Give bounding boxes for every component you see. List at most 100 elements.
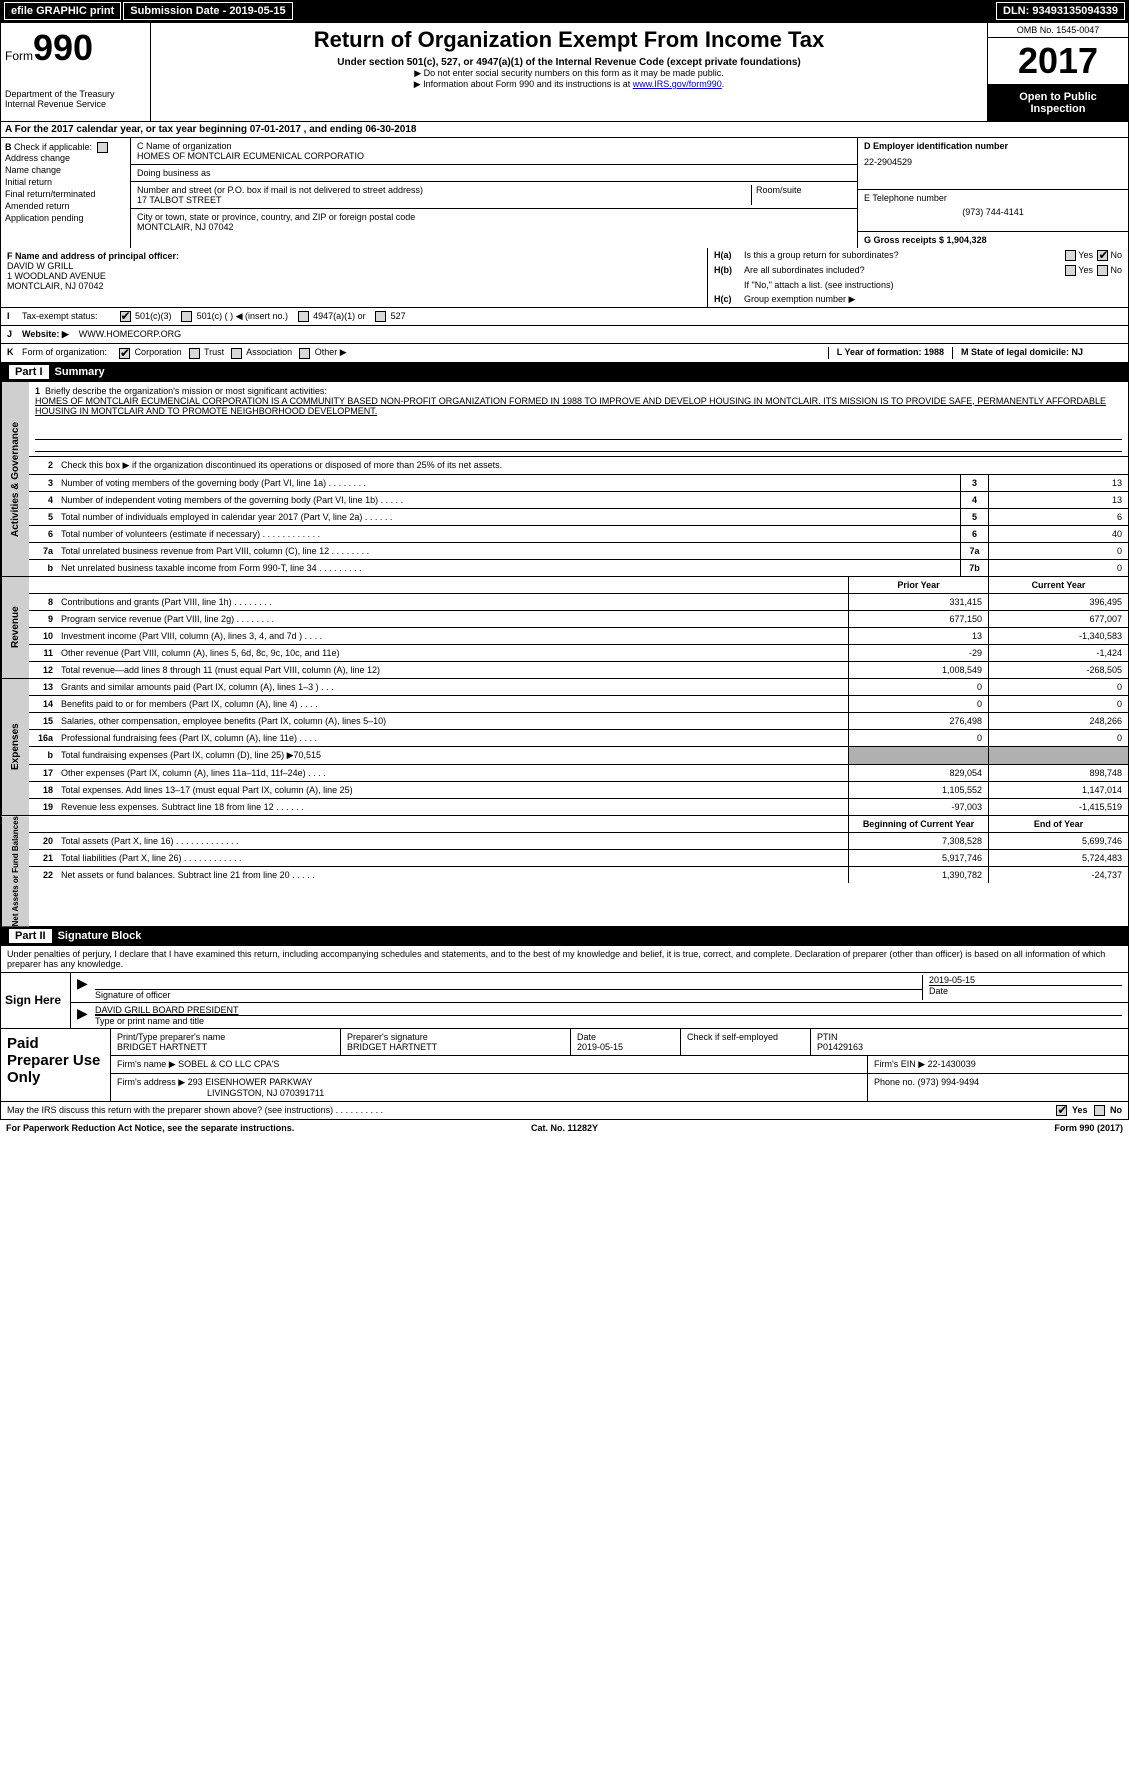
officer-name: DAVID W GRILL: [7, 261, 701, 271]
officer-title-label: Type or print name and title: [95, 1015, 1122, 1026]
ein-label: D Employer identification number: [864, 141, 1122, 151]
officer-addr2: MONTCLAIR, NJ 07042: [7, 281, 701, 291]
hc-text: Group exemption number ▶: [744, 294, 1122, 305]
cb-501c[interactable]: [181, 311, 192, 322]
prior-year-hdr: Prior Year: [848, 577, 988, 593]
firm-ein: 22-1430039: [928, 1059, 976, 1069]
cb-corp[interactable]: [119, 348, 130, 359]
col-b-checkboxes: B Check if applicable: Address change Na…: [1, 138, 131, 248]
form-title: Return of Organization Exempt From Incom…: [155, 27, 983, 53]
org-name: HOMES OF MONTCLAIR ECUMENICAL CORPORATIO: [137, 151, 851, 161]
officer-printed-name: DAVID GRILL BOARD PRESIDENT: [95, 1005, 1122, 1015]
k-label: K: [7, 347, 22, 358]
summary-row: 10Investment income (Part VIII, column (…: [29, 628, 1128, 645]
opt-501c3: 501(c)(3): [135, 311, 172, 321]
cb-amended[interactable]: Amended return: [5, 201, 126, 211]
gross-label: G Gross receipts $ 1,904,328: [864, 235, 1122, 245]
firm-addr-label: Firm's address ▶: [117, 1077, 185, 1087]
section-fgh: F Name and address of principal officer:…: [0, 248, 1129, 308]
row-i-tax-status: I Tax-exempt status: 501(c)(3) 501(c) ( …: [0, 308, 1129, 326]
cb-501c3[interactable]: [120, 311, 131, 322]
opt-other: Other ▶: [315, 347, 347, 357]
sig-date-label: Date: [929, 985, 1122, 996]
ha-label: H(a): [714, 250, 744, 261]
firm-name-row: Firm's name ▶ SOBEL & CO LLC CPA'S Firm'…: [111, 1056, 1128, 1074]
col-headers-row: Prior Year Current Year: [29, 577, 1128, 594]
dba-label: Doing business as: [137, 168, 851, 178]
part-ii-num: Part II: [9, 929, 52, 943]
open-line1: Open to Public: [994, 91, 1122, 103]
ha-no-cb[interactable]: [1097, 250, 1108, 261]
col-d-ein-phone: D Employer identification number 22-2904…: [858, 138, 1128, 248]
discuss-yes-cb[interactable]: [1056, 1105, 1067, 1116]
row-j-website: J Website: ▶ WWW.HOMECORP.ORG: [0, 326, 1129, 344]
org-name-cell: C Name of organization HOMES OF MONTCLAI…: [131, 138, 857, 165]
submission-date: Submission Date - 2019-05-15: [123, 2, 292, 20]
addr-label: Number and street (or P.O. box if mail i…: [137, 185, 751, 195]
cb-app-pending[interactable]: Application pending: [5, 213, 126, 223]
paperwork-notice: For Paperwork Reduction Act Notice, see …: [6, 1123, 378, 1133]
form-number-block: Form990 Department of the Treasury Inter…: [1, 23, 151, 121]
cb-trust[interactable]: [189, 348, 200, 359]
col-headers-net: Beginning of Current Year End of Year: [29, 816, 1128, 833]
discuss-row: May the IRS discuss this return with the…: [0, 1102, 1129, 1120]
expenses-block: Expenses 13Grants and similar amounts pa…: [0, 679, 1129, 816]
vtab-netassets: Net Assets or Fund Balances: [1, 816, 29, 926]
beg-year-hdr: Beginning of Current Year: [848, 816, 988, 832]
discuss-no: No: [1110, 1105, 1122, 1115]
firm-ein-label: Firm's EIN ▶: [874, 1059, 925, 1069]
opt-assoc: Association: [246, 347, 292, 357]
preparer-row1: Print/Type preparer's name BRIDGET HARTN…: [111, 1029, 1128, 1056]
q1-num: 1: [35, 386, 40, 396]
cb-527[interactable]: [375, 311, 386, 322]
mission-block: 1 Briefly describe the organization's mi…: [29, 382, 1128, 457]
dba-cell: Doing business as: [131, 165, 857, 182]
perjury-declaration: Under penalties of perjury, I declare th…: [1, 946, 1128, 973]
cb-assoc[interactable]: [231, 348, 242, 359]
q2-text: Check this box ▶ if the organization dis…: [57, 457, 1128, 474]
vtab-expenses: Expenses: [1, 679, 29, 815]
hb-yes-cb[interactable]: [1065, 265, 1076, 276]
k-text: Form of organization:: [22, 347, 107, 358]
part-ii-title: Signature Block: [58, 930, 142, 942]
form-note-info: ▶ Information about Form 990 and its ins…: [155, 79, 983, 90]
efile-badge: efile GRAPHIC print: [4, 2, 121, 20]
signature-block: Under penalties of perjury, I declare th…: [0, 946, 1129, 1029]
cb-name-change[interactable]: Name change: [5, 165, 126, 175]
prep-name-label: Print/Type preparer's name: [117, 1032, 334, 1042]
prep-sig-label: Preparer's signature: [347, 1032, 564, 1042]
q2-row: 2 Check this box ▶ if the organization d…: [29, 457, 1128, 475]
section-bcd: B Check if applicable: Address change Na…: [0, 138, 1129, 248]
cb-other[interactable]: [299, 348, 310, 359]
ha-row: H(a) Is this a group return for subordin…: [708, 248, 1128, 263]
summary-row: 18Total expenses. Add lines 13–17 (must …: [29, 782, 1128, 799]
officer-label: F Name and address of principal officer:: [7, 251, 701, 261]
gross-receipts: G Gross receipts $ 1,904,328: [858, 232, 1128, 248]
firm-addr1: 293 EISENHOWER PARKWAY: [188, 1077, 313, 1087]
cb-initial-return[interactable]: Initial return: [5, 177, 126, 187]
summary-row: 21Total liabilities (Part X, line 26) . …: [29, 850, 1128, 867]
prep-date-label: Date: [577, 1032, 674, 1042]
ha-yes-cb[interactable]: [1065, 250, 1076, 261]
paid-preparer-label: Paid Preparer Use Only: [1, 1029, 111, 1101]
sign-here-row: Sign Here ▶ Signature of officer 2019-05…: [1, 973, 1128, 1028]
summary-row: 12Total revenue—add lines 8 through 11 (…: [29, 662, 1128, 678]
cb-final-return[interactable]: Final return/terminated: [5, 189, 126, 199]
cb-address-change[interactable]: Address change: [5, 153, 126, 163]
i-label: I: [7, 311, 22, 322]
address-cell: Number and street (or P.O. box if mail i…: [131, 182, 857, 209]
note2-prefix: ▶ Information about Form 990 and its ins…: [414, 79, 633, 89]
i-text: Tax-exempt status:: [22, 311, 98, 322]
dln: DLN: 93493135094339: [996, 2, 1125, 20]
irs-link[interactable]: www.IRS.gov/form990: [633, 79, 722, 89]
open-inspection: Open to Public Inspection: [988, 85, 1128, 121]
discuss-no-cb[interactable]: [1094, 1105, 1105, 1116]
tax-year: 2017: [988, 38, 1128, 85]
activities-governance-block: Activities & Governance 1 Briefly descri…: [0, 382, 1129, 577]
cb-4947[interactable]: [298, 311, 309, 322]
discuss-text: May the IRS discuss this return with the…: [7, 1105, 1054, 1116]
part-i-title: Summary: [55, 366, 105, 378]
hb-no-cb[interactable]: [1097, 265, 1108, 276]
form-prefix: Form: [5, 49, 33, 63]
checkbox-icon[interactable]: [97, 142, 108, 153]
